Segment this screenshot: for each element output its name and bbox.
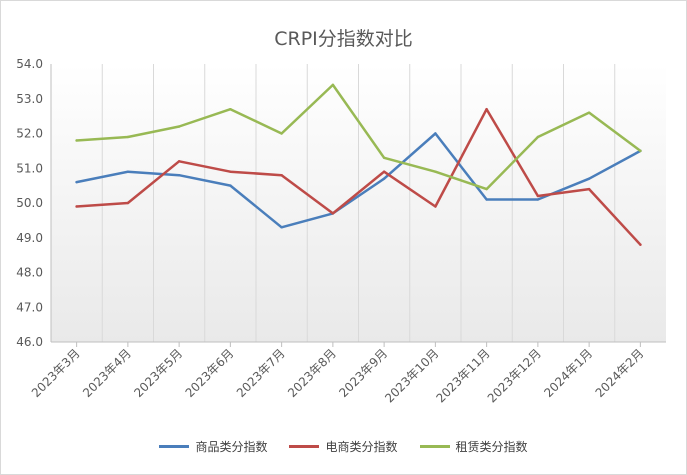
data-point bbox=[126, 135, 130, 139]
data-point bbox=[434, 132, 437, 135]
y-tick-label: 53.0 bbox=[16, 92, 43, 106]
legend-swatch bbox=[419, 445, 450, 448]
data-point bbox=[485, 187, 488, 191]
series-line-3 bbox=[75, 83, 642, 191]
data-point bbox=[229, 184, 232, 187]
legend-label: 商品类分指数 bbox=[195, 440, 268, 454]
data-point bbox=[382, 177, 386, 180]
chart-title: CRPI分指数对比 bbox=[274, 28, 413, 50]
data-point bbox=[75, 139, 78, 142]
x-tick-label: 2023年4月 bbox=[80, 346, 134, 400]
data-point bbox=[536, 135, 540, 139]
x-tick-label: 2023年7月 bbox=[234, 346, 288, 400]
data-point bbox=[434, 205, 437, 208]
data-point bbox=[280, 132, 283, 135]
data-point bbox=[229, 170, 232, 173]
data-point bbox=[434, 170, 437, 173]
x-tick-label: 2023年5月 bbox=[131, 346, 185, 400]
data-point bbox=[126, 201, 130, 205]
x-tick-label: 2024年2月 bbox=[593, 346, 647, 400]
data-point bbox=[485, 198, 488, 201]
data-point bbox=[280, 226, 283, 229]
data-point bbox=[331, 83, 335, 87]
legend: 商品类分指数 电商类分指数 租赁类分指数 bbox=[0, 438, 687, 455]
data-point bbox=[75, 205, 78, 208]
y-tick-label: 50.0 bbox=[16, 196, 43, 210]
data-point bbox=[587, 187, 591, 191]
x-tick-label: 2023年9月 bbox=[336, 346, 390, 400]
data-point bbox=[382, 170, 386, 173]
data-point bbox=[75, 180, 78, 184]
data-point bbox=[382, 156, 386, 160]
y-tick-label: 48.0 bbox=[16, 266, 43, 280]
x-tick-label: 2024年1月 bbox=[541, 346, 595, 400]
legend-item-2: 电商类分指数 bbox=[289, 438, 398, 455]
data-point bbox=[331, 212, 335, 215]
y-tick-label: 49.0 bbox=[16, 231, 43, 245]
data-point bbox=[126, 170, 130, 173]
legend-item-1: 商品类分指数 bbox=[159, 438, 267, 455]
y-tick-label: 54.0 bbox=[16, 57, 43, 71]
legend-swatch bbox=[289, 445, 320, 448]
data-point bbox=[280, 174, 283, 177]
data-point bbox=[177, 174, 181, 177]
x-tick-label: 2023年10月 bbox=[382, 346, 441, 405]
data-point bbox=[536, 194, 540, 198]
data-point bbox=[485, 107, 488, 111]
legend-swatch bbox=[159, 445, 190, 448]
x-tick-label: 2023年8月 bbox=[285, 346, 339, 400]
x-tick-label: 2023年3月 bbox=[29, 346, 83, 400]
legend-label: 租赁类分指数 bbox=[455, 440, 528, 454]
data-point bbox=[229, 107, 232, 111]
data-point bbox=[587, 177, 591, 180]
legend-item-3: 租赁类分指数 bbox=[419, 438, 528, 455]
y-tick-label: 51.0 bbox=[16, 161, 43, 175]
x-tick-label: 2023年11月 bbox=[433, 346, 492, 405]
data-point bbox=[177, 125, 181, 128]
data-point bbox=[639, 243, 642, 246]
data-point bbox=[587, 111, 591, 114]
x-tick-label: 2023年6月 bbox=[183, 346, 237, 400]
data-point bbox=[536, 198, 540, 201]
series-line-2 bbox=[75, 107, 642, 246]
data-point bbox=[639, 149, 642, 153]
x-tick-label: 2023年12月 bbox=[485, 346, 544, 405]
legend-label: 电商类分指数 bbox=[325, 440, 398, 454]
y-tick-label: 52.0 bbox=[16, 127, 43, 141]
y-tick-label: 46.0 bbox=[16, 335, 43, 349]
y-tick-label: 47.0 bbox=[16, 300, 43, 314]
data-point bbox=[177, 160, 181, 163]
